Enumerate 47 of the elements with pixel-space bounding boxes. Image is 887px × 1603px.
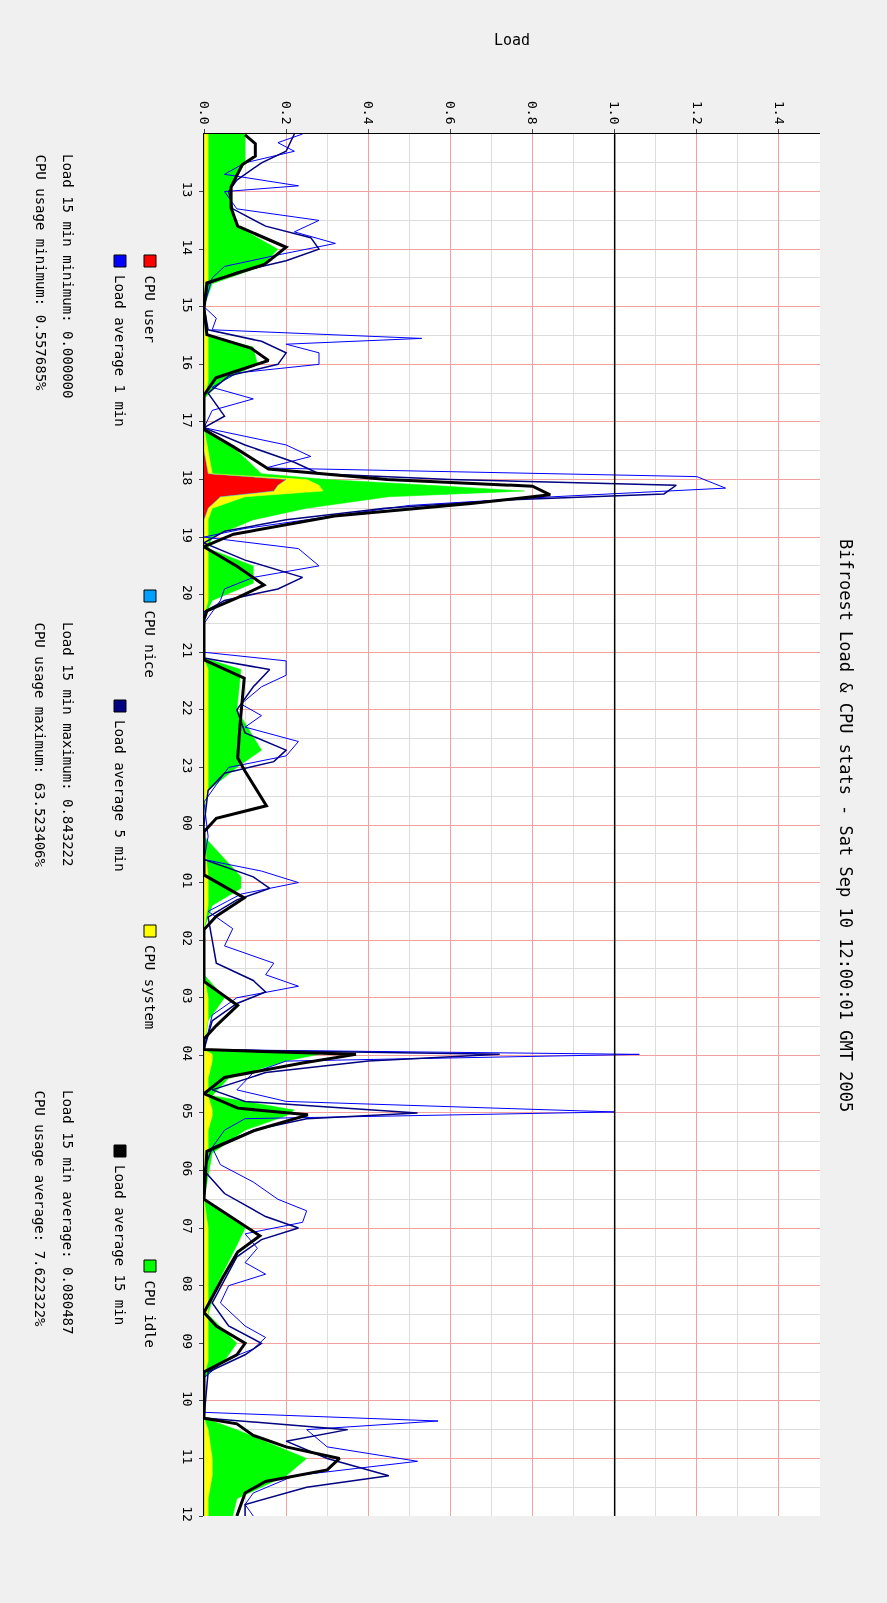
y-tick-label: 10 — [180, 1391, 196, 1407]
legend-label: CPU nice — [141, 610, 158, 678]
x-tick-label: 0.6 — [443, 100, 459, 125]
y-tick-label: 14 — [180, 239, 196, 256]
text: CPU usage minimum: 0.557685% — [32, 154, 49, 392]
y-tick-label: 05 — [180, 1103, 196, 1119]
y-tick-label: 18 — [180, 469, 196, 486]
y-tick-label: 01 — [180, 872, 196, 889]
text: Bifroest Load & CPU stats - Sat Sep 10 12:00:01 GMT 2005 — [836, 539, 856, 1113]
y-tick-label: 00 — [180, 815, 196, 831]
legend-label: Load average 15 min — [112, 1165, 128, 1326]
y-tick-label: 23 — [180, 757, 196, 774]
y-tick-label: 17 — [180, 412, 196, 428]
legend-label: Load average 5 min — [112, 720, 128, 872]
y-tick-label: 13 — [180, 181, 196, 198]
y-tick-label: 06 — [180, 1160, 196, 1177]
x-tick-label: 1.4 — [771, 100, 787, 125]
text: Load 15 min average: 0.080487 — [60, 1090, 76, 1335]
y-tick-label: 11 — [180, 1448, 196, 1465]
y-tick-label: 02 — [180, 930, 196, 947]
x-tick-label: 0.2 — [278, 100, 294, 125]
y-tick-label: 03 — [180, 987, 196, 1004]
y-tick-label: 20 — [180, 584, 196, 601]
text: CPU usage average: 7.622322% — [31, 1090, 48, 1328]
y-tick-label: 09 — [180, 1333, 196, 1350]
y-tick-label: 16 — [180, 354, 196, 371]
y-axis-title: Load — [494, 31, 531, 49]
y-tick-label: 15 — [180, 296, 196, 313]
x-tick-label: 0.8 — [525, 100, 541, 125]
legend-label: CPU system — [142, 945, 158, 1030]
y-tick-label: 07 — [180, 1218, 196, 1234]
text: Load 15 min maximum: 0.843222 — [60, 622, 76, 867]
y-tick-label: 22 — [180, 700, 196, 716]
y-tick-label: 19 — [180, 527, 196, 543]
text: CPU usage maximum: 63.523406% — [31, 622, 48, 868]
x-tick-label: 1.0 — [607, 100, 623, 125]
x-tick-label: 0.0 — [196, 100, 212, 125]
legend-label: Load average 1 min — [112, 275, 128, 427]
y-tick-label: 04 — [180, 1045, 196, 1062]
x-tick-label: 0.4 — [361, 100, 377, 125]
y-tick-label: 12 — [180, 1506, 196, 1522]
y-tick-label: 08 — [180, 1275, 196, 1292]
text: Load 15 min minimum: 0.000000 — [60, 154, 76, 399]
legend-label: CPU idle — [141, 1280, 158, 1348]
legend-label: CPU user — [141, 275, 158, 343]
y-tick-label: 21 — [180, 642, 196, 659]
x-tick-label: 1.2 — [689, 100, 705, 125]
